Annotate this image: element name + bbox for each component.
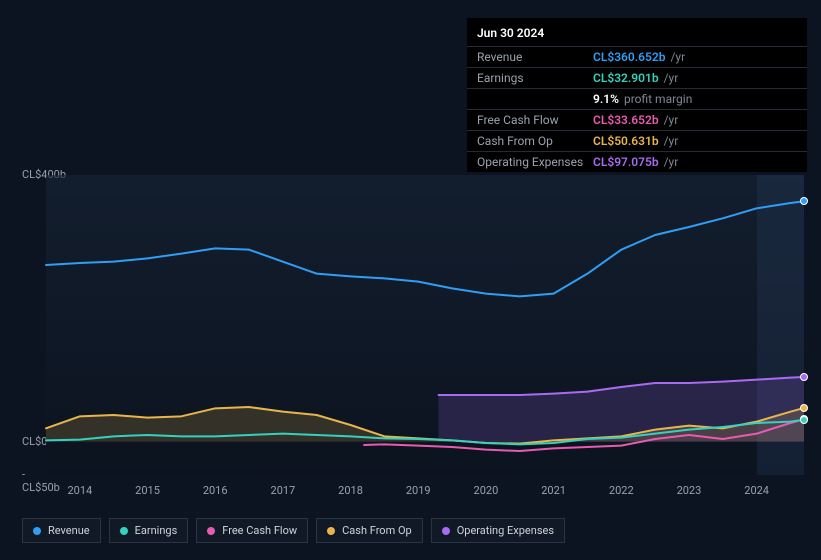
- legend-item[interactable]: Cash From Op: [316, 518, 423, 543]
- x-tick-label: 2015: [135, 484, 160, 497]
- legend-swatch: [120, 527, 128, 535]
- legend-item[interactable]: Operating Expenses: [431, 518, 565, 543]
- tooltip-row-value: CL$50.631b /yr: [593, 134, 678, 148]
- tooltip-row: EarningsCL$32.901b /yr: [467, 67, 807, 88]
- tooltip-row-label: Revenue: [477, 50, 593, 64]
- x-tick-label: 2021: [541, 484, 566, 497]
- legend: Revenue Earnings Free Cash Flow Cash From O…: [22, 518, 565, 543]
- legend-label: Free Cash Flow: [222, 524, 297, 537]
- x-tick-label: 2017: [271, 484, 296, 497]
- financials-chart: CL$400bCL$0-CL$50b: [16, 160, 806, 475]
- legend-label: Cash From Op: [342, 524, 412, 537]
- tooltip-row-value: CL$360.652b /yr: [593, 50, 685, 64]
- chart-svg: [46, 175, 804, 475]
- series-endpoint-marker: [800, 373, 808, 381]
- tooltip-row-label: Earnings: [477, 71, 593, 85]
- tooltip-date: Jun 30 2024: [467, 18, 807, 46]
- tooltip-row: Free Cash FlowCL$33.652b /yr: [467, 109, 807, 130]
- x-tick-label: 2014: [67, 484, 92, 497]
- plot-area[interactable]: [46, 175, 804, 475]
- x-tick-label: 2019: [406, 484, 431, 497]
- tooltip-row-value: CL$97.075b /yr: [593, 155, 678, 169]
- tooltip-row: Cash From OpCL$50.631b /yr: [467, 130, 807, 151]
- x-tick-label: 2023: [677, 484, 702, 497]
- legend-swatch: [207, 527, 215, 535]
- tooltip-row: Operating ExpensesCL$97.075b /yr: [467, 151, 807, 172]
- tooltip-row-value: CL$33.652b /yr: [593, 113, 678, 127]
- series-line: [46, 201, 804, 296]
- series-endpoint-marker: [800, 404, 808, 412]
- legend-label: Revenue: [48, 524, 90, 537]
- legend-label: Earnings: [135, 524, 178, 537]
- tooltip-row: RevenueCL$360.652b /yr: [467, 46, 807, 67]
- legend-swatch: [442, 527, 450, 535]
- tooltip-row-value: CL$32.901b /yr: [593, 71, 678, 85]
- series-endpoint-marker: [800, 416, 808, 424]
- legend-item[interactable]: Revenue: [22, 518, 101, 543]
- tooltip-row-value: 9.1% profit margin: [593, 92, 692, 106]
- tooltip-row-label: [477, 92, 593, 106]
- legend-swatch: [327, 527, 335, 535]
- x-tick-label: 2024: [744, 484, 769, 497]
- x-tick-label: 2016: [203, 484, 228, 497]
- legend-item[interactable]: Earnings: [109, 518, 189, 543]
- series-endpoint-marker: [800, 197, 808, 205]
- legend-swatch: [33, 527, 41, 535]
- x-tick-label: 2022: [609, 484, 634, 497]
- x-tick-label: 2018: [338, 484, 363, 497]
- x-tick-label: 2020: [474, 484, 499, 497]
- tooltip-row: 9.1% profit margin: [467, 88, 807, 109]
- x-axis: 2014 2015 2016 2017 2018 2019 2020 2021 2022 2023…: [46, 484, 804, 500]
- tooltip-row-label: Free Cash Flow: [477, 113, 593, 127]
- legend-item[interactable]: Free Cash Flow: [196, 518, 308, 543]
- legend-label: Operating Expenses: [457, 524, 554, 537]
- summary-tooltip: Jun 30 2024 RevenueCL$360.652b /yrEarnin…: [467, 18, 807, 172]
- tooltip-row-label: Cash From Op: [477, 134, 593, 148]
- tooltip-row-label: Operating Expenses: [477, 155, 593, 169]
